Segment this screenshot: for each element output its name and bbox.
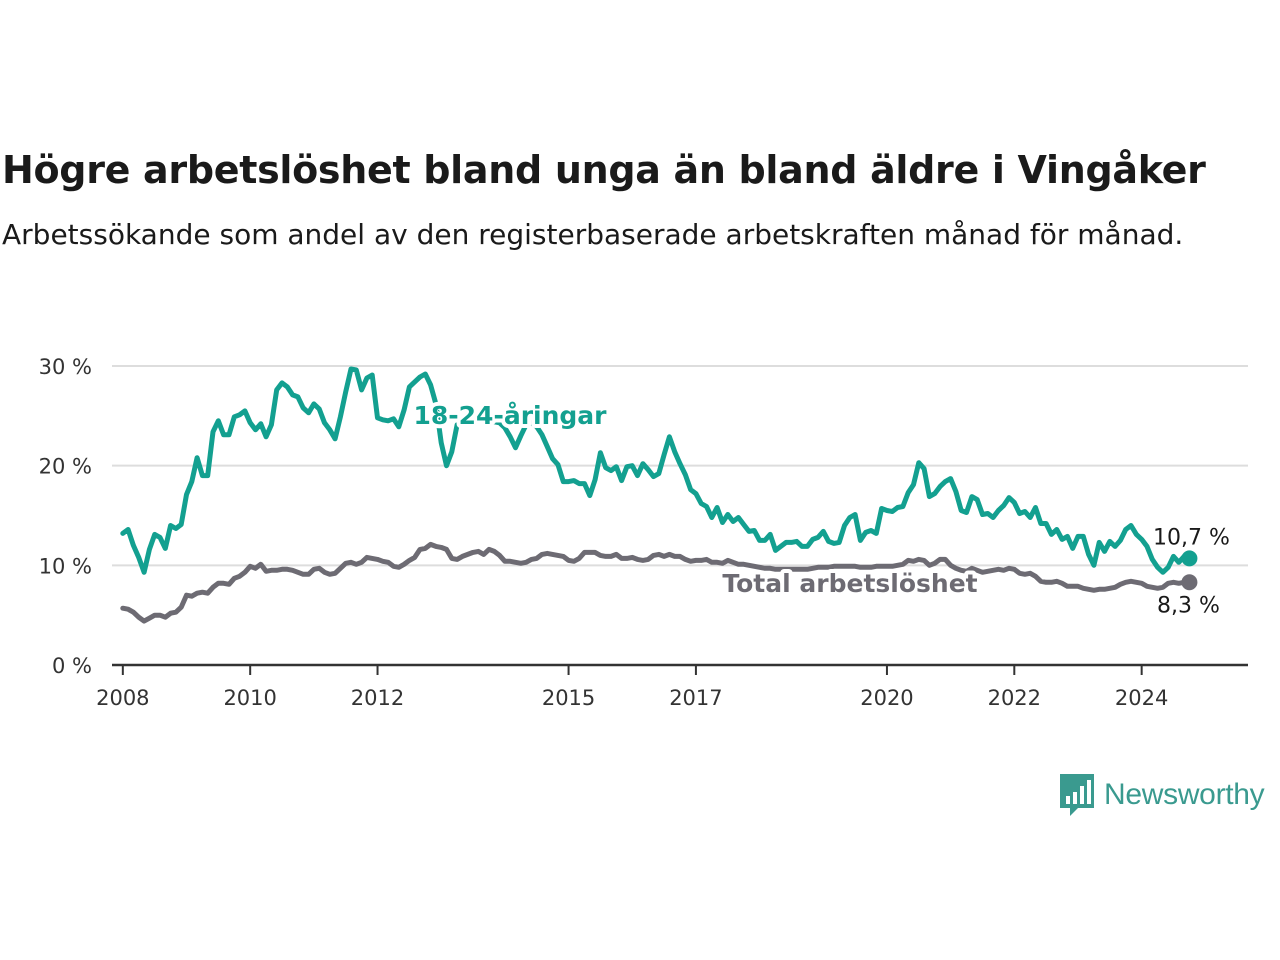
series-end-point	[1181, 550, 1198, 567]
x-tick-label: 2020	[860, 686, 913, 710]
x-tick-label: 2015	[542, 686, 595, 710]
chart-subtitle: Arbetssökande som andel av den registerb…	[2, 218, 1184, 251]
chart-title: Högre arbetslöshet bland unga än bland ä…	[2, 148, 1206, 192]
y-tick-label: 20 %	[39, 455, 92, 479]
y-tick-label: 30 %	[39, 355, 92, 379]
y-tick-label: 10 %	[39, 554, 92, 578]
grid-lines	[112, 365, 1248, 667]
x-tick-label: 2017	[669, 686, 722, 710]
end-value-label: 10,7 %	[1153, 525, 1230, 550]
x-tick-label: 2008	[96, 686, 149, 710]
x-tick-label: 2022	[988, 686, 1041, 710]
series-lines	[120, 366, 1198, 624]
series-end-point	[1181, 574, 1198, 591]
newsworthy-logo-icon	[1060, 774, 1094, 816]
y-axis-ticks: 0 % 10 % 20 % 30 %	[39, 355, 92, 678]
brand-name: Newsworthy	[1104, 778, 1265, 811]
x-tick-label: 2010	[223, 686, 276, 710]
end-value-label: 8,3 %	[1157, 593, 1220, 618]
y-tick-label: 0 %	[52, 654, 92, 678]
x-tick-label: 2012	[351, 686, 404, 710]
series-label: Total arbetslöshet	[722, 569, 977, 598]
series-labels: 18-24-åringar Total arbetslöshet 10,7 % 8,3…	[410, 397, 1230, 618]
newsworthy-logo: Newsworthy	[1058, 772, 1265, 818]
series-line-18-24-ringar	[120, 366, 1192, 575]
x-tick-label: 2024	[1115, 686, 1168, 710]
line-chart: 0 % 10 % 20 % 30 % 2008 2010 2012 2015 2017 2020…	[39, 355, 1248, 710]
series-line-total-arbetsl-shet	[120, 541, 1192, 624]
series-label: 18-24-åringar	[414, 401, 608, 430]
x-axis-ticks: 2008 2010 2012 2015 2017 2020 2022 2024	[96, 665, 1168, 710]
